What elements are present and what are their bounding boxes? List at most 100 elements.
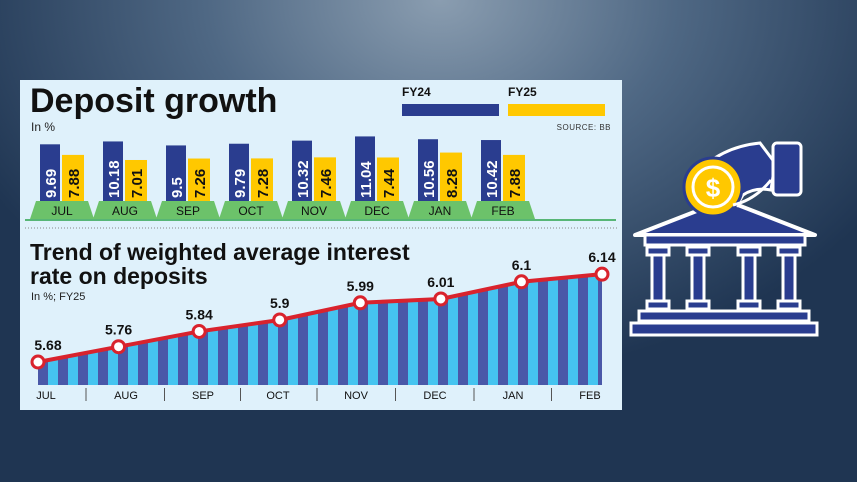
rate-point-jan — [513, 274, 529, 290]
area-stripe — [508, 283, 518, 385]
bar-fy24-jul — [40, 144, 60, 201]
area-stripe — [558, 277, 568, 385]
bar-value-label: 8.28 — [444, 169, 461, 198]
rate-line — [37, 272, 603, 364]
area-stripe — [38, 361, 48, 385]
area-stripe — [358, 302, 368, 385]
area-stripe — [348, 304, 358, 385]
area-stripe — [188, 332, 198, 385]
area-stripe — [168, 336, 178, 385]
bar-month-label: JAN — [429, 204, 452, 218]
chart-canvas: Deposit growth In % FY24 FY25 SOURCE: BB… — [25, 82, 618, 402]
line-chart-title-2: rate on deposits — [30, 263, 208, 289]
area-stripe — [178, 334, 188, 385]
area-stripe — [298, 315, 308, 385]
line-month-label: FEB — [579, 390, 600, 402]
area-stripe — [378, 301, 388, 385]
bar-fy25-nov — [314, 157, 336, 201]
rate-value-label: 5.76 — [105, 322, 132, 338]
area-stripe — [448, 296, 458, 385]
area-stripe — [78, 353, 88, 385]
line-month-label: AUG — [114, 390, 138, 402]
area-stripe — [88, 351, 98, 385]
area-stripe — [98, 349, 108, 385]
bar-value-label: 11.04 — [358, 161, 375, 198]
bar-value-label: 7.88 — [66, 169, 83, 198]
month-base-sep — [156, 201, 220, 219]
bar-month-label: AUG — [112, 204, 138, 218]
area-stripe — [118, 345, 128, 385]
line-month-label: OCT — [266, 390, 290, 402]
area-stripe — [258, 322, 268, 385]
rate-point-nov — [352, 295, 368, 311]
month-base-dec — [345, 201, 409, 219]
area-stripe — [428, 299, 438, 385]
area-stripe — [318, 310, 328, 385]
bar-fy24-feb — [481, 140, 501, 201]
line-month-label: JAN — [503, 390, 524, 402]
svg-text:$: $ — [706, 173, 721, 203]
bar-value-label: 7.28 — [255, 169, 272, 198]
rate-point-dec — [433, 291, 449, 307]
area-stripe — [398, 300, 408, 385]
line-month-label: NOV — [344, 390, 369, 402]
bar-month-label: FEB — [491, 204, 514, 218]
bar-month-label: JUL — [51, 204, 73, 218]
source-label: SOURCE: BB — [557, 123, 611, 132]
area-stripe — [368, 302, 378, 385]
bank-hand-coin-icon: $ — [629, 141, 819, 337]
area-stripe — [598, 274, 602, 385]
area-stripe — [518, 281, 528, 385]
area-stripe — [218, 328, 228, 385]
bar-value-label: 7.46 — [318, 169, 335, 198]
bar-fy25-jul — [62, 154, 84, 201]
rate-value-label: 6.01 — [427, 274, 454, 290]
area-stripe — [578, 275, 588, 385]
bar-value-label: 7.01 — [129, 169, 146, 198]
legend-fy24-swatch — [402, 104, 499, 116]
bar-value-label: 7.44 — [381, 168, 398, 198]
bar-fy24-sep — [166, 145, 186, 201]
bar-value-label: 9.79 — [232, 169, 249, 198]
bar-value-label: 7.26 — [192, 169, 209, 198]
rate-point-aug — [111, 339, 127, 355]
rate-value-label: 5.84 — [186, 306, 213, 322]
line-month-label: DEC — [423, 390, 446, 402]
line-chart-subtitle: In %; FY25 — [31, 291, 85, 303]
month-base-oct — [219, 201, 283, 219]
bar-fy25-oct — [251, 158, 273, 201]
area-stripe — [488, 287, 498, 385]
bar-month-label: DEC — [364, 204, 390, 218]
rate-value-label: 5.68 — [34, 337, 61, 353]
area-stripe — [418, 299, 428, 385]
area-stripe — [228, 326, 238, 385]
area-stripe — [338, 306, 348, 385]
month-base-nov — [282, 201, 346, 219]
bar-month-label: OCT — [238, 204, 264, 218]
area-stripe — [108, 347, 118, 385]
rate-point-oct — [272, 312, 288, 328]
rate-value-label: 6.14 — [588, 249, 615, 265]
rate-value-label: 6.1 — [512, 257, 532, 273]
bar-fy24-oct — [229, 143, 249, 201]
rate-point-feb — [594, 266, 610, 282]
bar-value-label: 10.18 — [106, 160, 123, 198]
area-stripe — [268, 320, 278, 385]
line-chart-title-1: Trend of weighted average interest — [30, 239, 410, 265]
area-stripe — [248, 323, 258, 385]
bar-fy25-dec — [377, 157, 399, 201]
line-month-label: SEP — [192, 390, 214, 402]
area-stripe — [138, 342, 148, 385]
bar-value-label: 9.5 — [169, 177, 186, 198]
bar-value-label: 10.42 — [484, 160, 501, 198]
bar-fy24-aug — [103, 141, 123, 201]
rate-point-jul — [30, 354, 46, 370]
area-stripe — [278, 319, 288, 385]
area-stripe — [538, 279, 548, 385]
month-base-jul — [30, 201, 94, 219]
rate-value-label: 5.99 — [347, 278, 374, 294]
bar-month-label: NOV — [301, 204, 327, 218]
legend-fy25-swatch — [508, 104, 605, 116]
bar-value-label: 9.69 — [43, 169, 60, 198]
area-stripe — [158, 338, 168, 385]
